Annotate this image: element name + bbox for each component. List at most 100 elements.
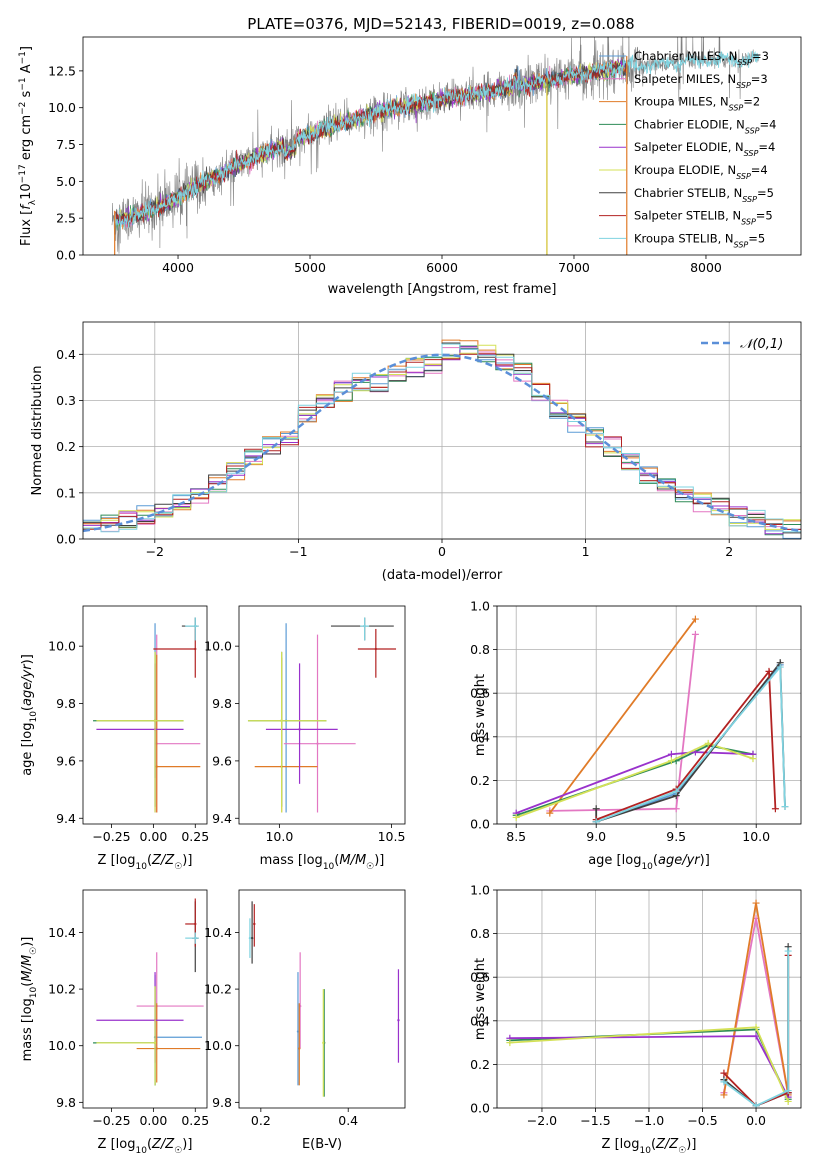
y-tick-label: 9.8 <box>212 1095 232 1110</box>
data-point <box>280 719 283 722</box>
x-tick-label: 1 <box>582 544 590 559</box>
axes-frame <box>82 36 802 256</box>
y-tick-label: 9.4 <box>212 811 232 826</box>
x-tick-label: 10.0 <box>265 829 293 844</box>
legend-entry: Salpeter ELODIE, NSSP=4 <box>634 140 775 158</box>
y-axis-label: age [log10(age/yr)] <box>20 654 39 776</box>
x-tick-label: 8.5 <box>506 829 526 844</box>
x-tick-label: −2 <box>146 544 164 559</box>
x-axis-label: Z [log10(Z/Z☉)] <box>98 1137 193 1156</box>
weight-marker <box>672 805 680 813</box>
axes-frame <box>82 605 208 825</box>
x-tick-label: 9.5 <box>666 829 686 844</box>
legend-entry: Chabrier STELIB, NSSP=5 <box>634 186 774 204</box>
weight-marker <box>546 809 554 817</box>
x-tick-label: 0.4 <box>338 1113 358 1128</box>
data-point <box>194 936 197 940</box>
axes-frame <box>82 889 208 1109</box>
weight-marker <box>784 947 792 955</box>
x-tick-label: 7000 <box>558 260 590 275</box>
weight-marker <box>592 818 600 824</box>
weight-line-8 <box>723 951 790 1107</box>
y-tick-label: 10.0 <box>48 1038 76 1053</box>
y-tick-label: 10.0 <box>48 639 76 654</box>
axes-frame <box>238 605 406 825</box>
y-axis-label: mass weight <box>473 958 488 1040</box>
y-tick-label: 9.8 <box>56 1095 76 1110</box>
y-tick-label: 2.5 <box>56 211 76 226</box>
legend: 𝒩(0,1) <box>701 337 783 352</box>
y-tick-label: 10.4 <box>204 925 232 940</box>
x-tick-label: −1 <box>289 544 307 559</box>
weight-line-2 <box>549 618 697 814</box>
y-tick-label: 10.0 <box>48 100 76 115</box>
data-point <box>316 742 319 745</box>
x-tick-label: −2.0 <box>527 1113 557 1128</box>
legend-entry: Chabrier MILES, NSSP=3 <box>634 49 769 67</box>
x-tick-label: −0.25 <box>92 1113 130 1128</box>
data-point <box>374 647 378 651</box>
figure-title: PLATE=0376, MJD=52143, FIBERID=0019, z=0… <box>247 15 634 33</box>
legend: Chabrier MILES, NSSP=3 Salpeter MILES, NS… <box>599 49 776 249</box>
data-point <box>194 624 197 628</box>
weight-line-0 <box>595 664 781 823</box>
weight-marker <box>512 813 520 821</box>
y-axis-label: mass weight <box>473 674 488 756</box>
y-tick-label: 0.3 <box>56 393 76 408</box>
y-tick-label: 10.2 <box>48 982 76 997</box>
data-point <box>194 647 197 651</box>
x-tick-label: 5000 <box>294 260 326 275</box>
y-tick-label: 0.6 <box>470 970 490 985</box>
x-tick-label: −0.25 <box>92 829 130 844</box>
weight-marker <box>691 630 699 638</box>
panel-age-vs-metallicity: −0.25 0.00 0.25 9.4 9.6 9.8 10.0 Z [log10(Z/Z☉)… <box>20 605 209 872</box>
data-point <box>363 624 366 628</box>
y-tick-label: 9.8 <box>212 696 232 711</box>
weight-marker <box>720 1078 728 1086</box>
axes-frame <box>496 605 802 825</box>
y-tick-label: 9.6 <box>56 753 76 768</box>
panel-age-vs-mass: 10.0 10.5 9.4 9.6 9.8 10.0 mass [log10(M/M☉)] <box>204 605 406 872</box>
x-tick-label: −1.5 <box>580 1113 610 1128</box>
data-point <box>153 1041 157 1045</box>
x-axis-label: E(B-V) <box>302 1137 342 1152</box>
y-tick-label: 9.4 <box>56 811 76 826</box>
data-point <box>298 1047 301 1050</box>
x-tick-label: −1.0 <box>634 1113 664 1128</box>
errorbar-plot <box>93 898 204 1086</box>
weight-marker <box>749 755 757 763</box>
data-point <box>194 922 197 926</box>
panel-spectrum: 4000 5000 6000 7000 8000 0.0 2.5 5.0 7.5 10.0 12.5… <box>18 36 802 297</box>
y-tick-label: 9.6 <box>212 753 232 768</box>
histogram-plot <box>83 339 801 539</box>
data-point <box>298 728 301 731</box>
weight-marker <box>691 615 699 623</box>
weight-marker <box>592 805 600 813</box>
y-axis-label: Flux [fλ10−17 erg cm−2 s−1 A−1] <box>18 46 38 246</box>
axes-frame <box>82 321 802 540</box>
y-tick-label: 1.0 <box>470 883 490 898</box>
data-point <box>322 1041 325 1045</box>
weight-marker <box>784 1097 792 1105</box>
histogram-step-8 <box>83 343 801 533</box>
y-tick-label: 1.0 <box>470 599 490 614</box>
data-point <box>248 936 252 940</box>
y-tick-label: 0.1 <box>56 485 76 500</box>
weight-marker <box>752 899 760 907</box>
weight-marker <box>752 1023 760 1031</box>
data-point <box>153 719 157 722</box>
y-tick-label: 9.8 <box>56 696 76 711</box>
spectrum-plot <box>111 37 760 255</box>
panel-residual-histogram: −2 −1 0 1 2 0.0 0.1 0.2 0.3 0.4 (data-model)/error… <box>30 321 802 583</box>
y-tick-label: 10.0 <box>204 1038 232 1053</box>
x-tick-label: 0.00 <box>139 1113 167 1128</box>
x-tick-label: 0.25 <box>181 1113 209 1128</box>
weight-marker <box>506 1039 514 1047</box>
weight-line-7 <box>595 668 777 821</box>
x-tick-label: 4000 <box>162 260 194 275</box>
y-tick-label: 0.2 <box>470 1057 490 1072</box>
y-axis-label: mass [log10(M/M☉)] <box>20 937 39 1062</box>
weight-marker <box>667 757 675 765</box>
x-tick-label: 0.2 <box>251 1113 271 1128</box>
weight-marker <box>752 1102 760 1108</box>
